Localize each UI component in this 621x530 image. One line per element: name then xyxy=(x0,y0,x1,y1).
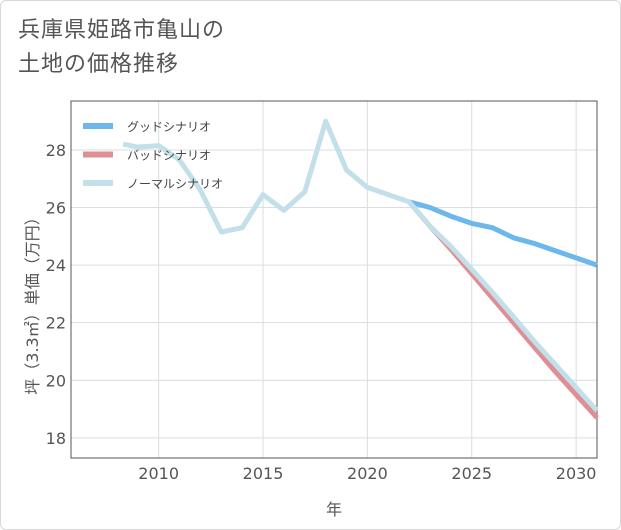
plot-area xyxy=(70,100,598,459)
chart-title-line-2: 土地の価格推移 xyxy=(18,52,180,77)
y-tick-label: 24 xyxy=(46,256,66,275)
y-tick-label: 20 xyxy=(46,371,66,390)
y-axis-ticks: 18 20 22 24 26 28 xyxy=(46,141,66,448)
y-tick-label: 28 xyxy=(46,141,66,160)
chart-title-line-1: 兵庫県姫路市亀山の xyxy=(18,18,226,43)
series-line-3 xyxy=(122,118,599,413)
y-tick-label: 18 xyxy=(46,429,66,448)
x-tick-label: 2030 xyxy=(556,464,597,483)
x-tick-label: 2010 xyxy=(138,464,179,483)
series-lines xyxy=(122,118,599,420)
legend-label-2: バッドシナリオ xyxy=(127,149,211,163)
chart-title: 兵庫県姫路市亀山の 土地の価格推移 xyxy=(18,14,225,82)
y-tick-label: 26 xyxy=(46,199,66,218)
y-axis-title: 坪（3.3㎡）単価（万円） xyxy=(23,209,42,394)
grid-lines xyxy=(71,101,597,458)
x-axis-ticks: 2010 2015 2020 2025 2030 xyxy=(138,464,596,483)
x-tick-label: 2015 xyxy=(243,464,284,483)
x-tick-label: 2025 xyxy=(451,464,492,483)
legend-label-1: グッドシナリオ xyxy=(127,120,211,134)
series-line-1 xyxy=(408,199,598,268)
y-tick-label: 22 xyxy=(46,314,66,333)
x-axis-title: 年 xyxy=(326,500,342,519)
x-tick-label: 2020 xyxy=(347,464,388,483)
legend-label-3: ノーマルシナリオ xyxy=(127,177,223,191)
